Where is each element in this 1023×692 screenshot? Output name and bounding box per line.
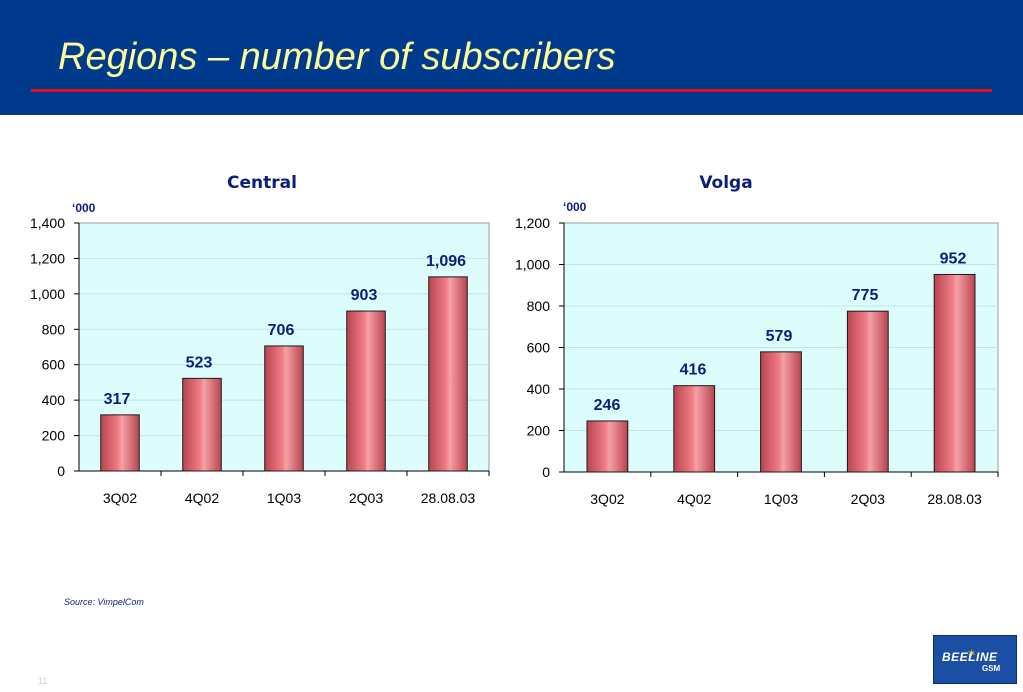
central-xtick-label: 2Q03	[349, 490, 383, 506]
logo-star-icon: ✶	[967, 648, 977, 660]
volga-xtick-label: 4Q02	[677, 491, 711, 507]
source-note: Source: VimpelCom	[64, 597, 144, 607]
volga-data-label: 579	[766, 328, 793, 345]
volga-unit-label: ‘000	[563, 200, 587, 214]
central-bar	[182, 377, 222, 472]
central-unit-label: ‘000	[72, 201, 96, 215]
central-data-label: 903	[351, 287, 378, 304]
central-chart-title: Central	[227, 173, 297, 193]
central-data-label: 1,096	[426, 253, 466, 270]
volga-data-label: 952	[940, 250, 967, 267]
central-bar	[100, 414, 140, 472]
central-bar	[346, 310, 386, 472]
volga-xtick-label: 1Q03	[764, 491, 798, 507]
central-xtick-label: 3Q02	[103, 490, 137, 506]
central-ytick-label: 400	[42, 392, 66, 408]
volga-bar	[673, 385, 716, 473]
central-bar	[264, 345, 304, 472]
central-ytick-label: 600	[42, 357, 66, 373]
volga-bar	[760, 351, 802, 473]
volga-chart-title: Volga	[699, 173, 752, 193]
logo-wordmark: BEELINE	[942, 650, 998, 664]
central-data-label: 706	[268, 322, 295, 339]
beeline-logo: BEELINE ✶ GSM	[933, 635, 1017, 684]
central-data-label: 523	[186, 354, 213, 371]
central-ytick-label: 800	[42, 321, 66, 337]
volga-bar	[933, 273, 976, 473]
volga-ytick-label: 0	[542, 464, 550, 480]
volga-ytick-label: 1,000	[515, 257, 550, 273]
volga-ytick-label: 600	[527, 340, 551, 356]
central-bar	[428, 276, 468, 472]
central-data-label: 317	[104, 391, 131, 408]
volga-data-label: 246	[594, 397, 621, 414]
central-xtick-label: 1Q03	[267, 490, 301, 506]
central-ytick-label: 1,200	[30, 250, 65, 266]
central-ytick-label: 0	[57, 463, 65, 479]
volga-ytick-label: 1,200	[515, 215, 550, 231]
volga-xtick-label: 3Q02	[590, 491, 624, 507]
page-number: 11	[38, 676, 48, 686]
central-xtick-label: 28.08.03	[421, 490, 476, 506]
central-xtick-label: 4Q02	[185, 490, 219, 506]
volga-xtick-label: 28.08.03	[927, 491, 982, 507]
central-ytick-label: 1,400	[30, 215, 65, 231]
central-ytick-label: 200	[42, 428, 66, 444]
logo-subtitle: GSM	[982, 664, 1001, 673]
volga-data-label: 416	[680, 362, 707, 379]
header-banner	[0, 0, 1023, 115]
volga-ytick-label: 400	[527, 381, 551, 397]
volga-bar	[586, 420, 629, 473]
volga-ytick-label: 800	[527, 298, 551, 314]
volga-xtick-label: 2Q03	[851, 491, 885, 507]
central-ytick-label: 1,000	[30, 286, 65, 302]
title-divider	[31, 89, 992, 92]
volga-ytick-label: 200	[527, 423, 551, 439]
volga-bar	[846, 310, 889, 473]
volga-data-label: 775	[852, 287, 879, 304]
page-title: Regions – number of subscribers	[58, 36, 616, 78]
